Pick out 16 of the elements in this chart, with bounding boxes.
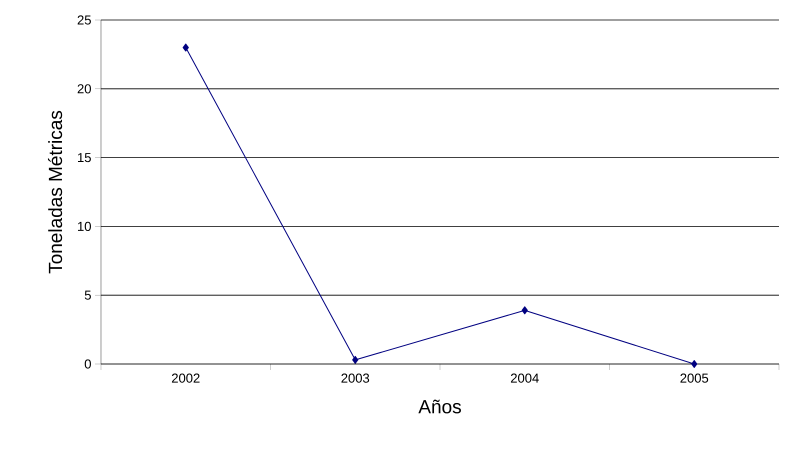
point	[691, 360, 698, 368]
x-tick-label: 2004	[510, 374, 539, 383]
y-tick-label: 20	[78, 84, 91, 94]
point	[522, 306, 528, 314]
x-tick-label: 2005	[680, 374, 708, 383]
y-tick-label: 5	[84, 290, 91, 300]
point	[182, 44, 189, 52]
y-tick-label: 25	[78, 15, 91, 25]
x-tick-label: 2003	[341, 374, 370, 383]
y-tick-label: 0	[84, 359, 91, 369]
y-tick-label: 15	[78, 153, 91, 162]
x-tick-label: 2002	[172, 374, 200, 383]
x-axis-title: Años	[418, 400, 461, 414]
y-tick-label: 10	[78, 222, 91, 231]
point	[352, 356, 358, 364]
y-axis-title: Toneladas Métricas	[48, 110, 62, 274]
